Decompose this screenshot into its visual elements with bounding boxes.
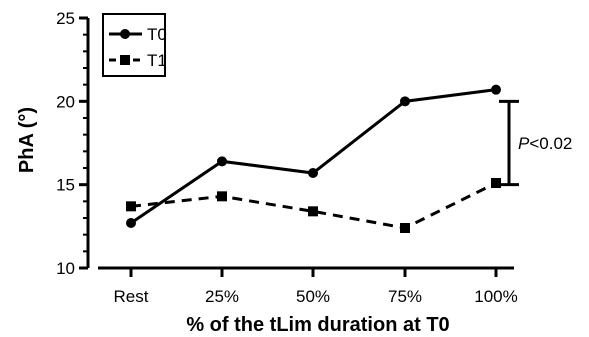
point-t1 (217, 191, 227, 202)
legend: T0 T1 (102, 13, 167, 77)
point-t0 (126, 218, 136, 228)
y-tick-label: 15 (56, 176, 75, 195)
y-tick-label: 10 (56, 259, 75, 278)
x-tick-label: 75% (388, 287, 422, 306)
x-tick-label: Rest (114, 287, 149, 306)
legend-label-t1: T1 (147, 51, 167, 70)
series-line-t0 (130, 88, 497, 225)
series-line-t1 (130, 181, 497, 230)
point-t0 (217, 156, 227, 167)
point-t0 (400, 96, 410, 107)
point-t1 (491, 178, 501, 188)
y-tick-label: 25 (56, 9, 75, 28)
point-t1 (308, 206, 318, 217)
y-axis-title: PhA (°) (16, 107, 38, 173)
x-tick-label: 100% (474, 287, 517, 306)
x-tick-label: 25% (205, 287, 239, 306)
legend-label-t0: T0 (147, 25, 167, 44)
p-value-label: P<0.02 (518, 134, 572, 153)
legend-marker-t0 (120, 29, 130, 39)
y-tick-label: 20 (56, 92, 75, 111)
point-t0 (491, 84, 501, 95)
legend-marker-t1 (120, 55, 130, 65)
series-layer (126, 84, 501, 233)
significance-annotation: P<0.02 (499, 99, 572, 187)
x-tick-label: 50% (296, 287, 330, 306)
axes: 10 15 20 25 Rest 25% 50% 75% 100% (56, 9, 518, 306)
x-axis-title: % of the tLim duration at T0 (186, 314, 449, 336)
legend-box (102, 13, 166, 77)
point-t1 (400, 223, 410, 233)
point-t1 (126, 201, 136, 212)
point-t0 (308, 168, 318, 178)
